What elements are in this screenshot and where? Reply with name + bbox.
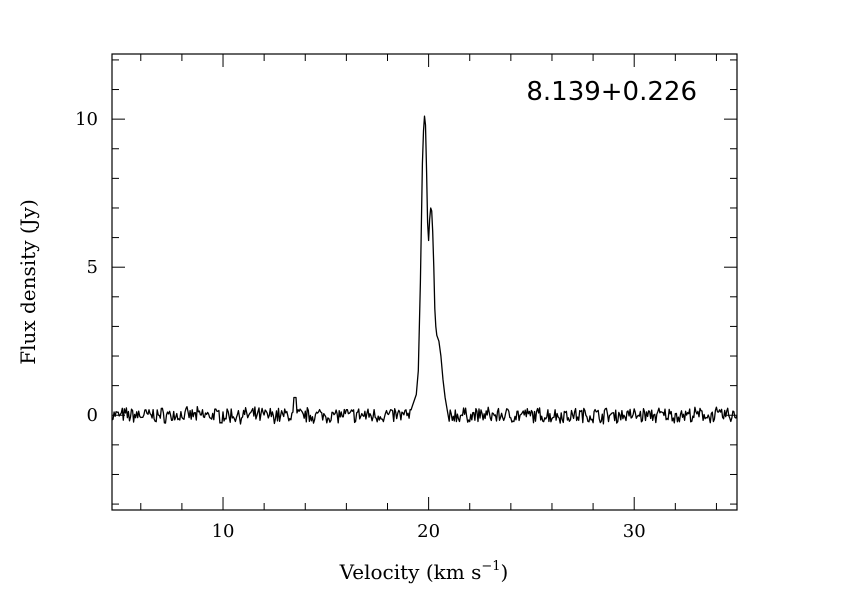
source-annotation: 8.139+0.226 — [526, 77, 697, 107]
x-tick-label: 10 — [212, 521, 235, 542]
y-tick-label: 0 — [87, 405, 98, 426]
x-axis-title-superscript: −1 — [481, 559, 500, 574]
y-tick-label: 5 — [87, 257, 98, 278]
x-tick-label: 20 — [417, 521, 440, 542]
x-axis-title: Velocity (km s−1) — [339, 559, 509, 584]
x-axis-title-main: Velocity (km s — [339, 560, 482, 584]
tick-labels: 10 20 30 0 5 10 — [75, 109, 646, 542]
x-axis-title-close: ) — [501, 560, 509, 584]
plot-frame — [111, 53, 738, 511]
y-tick-label: 10 — [75, 109, 98, 130]
y-axis-title: Flux density (Jy) — [16, 199, 40, 365]
x-tick-label: 30 — [623, 521, 646, 542]
spectrum-line — [111, 115, 738, 425]
axis-ticks — [112, 54, 737, 510]
plot-border — [111, 53, 738, 511]
